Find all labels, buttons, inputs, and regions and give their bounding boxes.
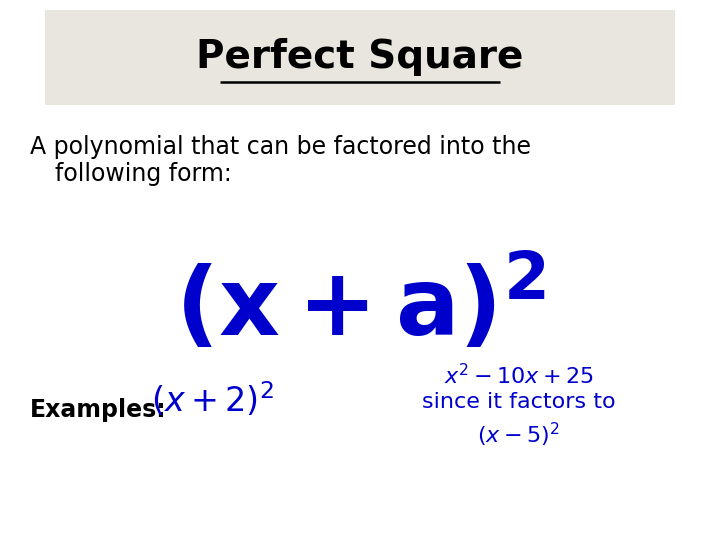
- Text: since it factors to: since it factors to: [422, 392, 615, 413]
- Text: $\mathbf{(x + a)^2}$: $\mathbf{(x + a)^2}$: [175, 254, 545, 356]
- Text: $\left(x+2\right)^{2}$: $\left(x+2\right)^{2}$: [151, 380, 274, 419]
- Bar: [45, 10, 675, 105]
- Text: $x^{2}-10x+25$: $x^{2}-10x+25$: [444, 363, 593, 388]
- Text: following form:: following form:: [55, 162, 232, 186]
- Text: $\left(x-5\right)^{2}$: $\left(x-5\right)^{2}$: [477, 421, 559, 449]
- Text: Examples:: Examples:: [30, 398, 166, 422]
- Text: Perfect Square: Perfect Square: [197, 38, 523, 76]
- Text: A polynomial that can be factored into the: A polynomial that can be factored into t…: [30, 135, 531, 159]
